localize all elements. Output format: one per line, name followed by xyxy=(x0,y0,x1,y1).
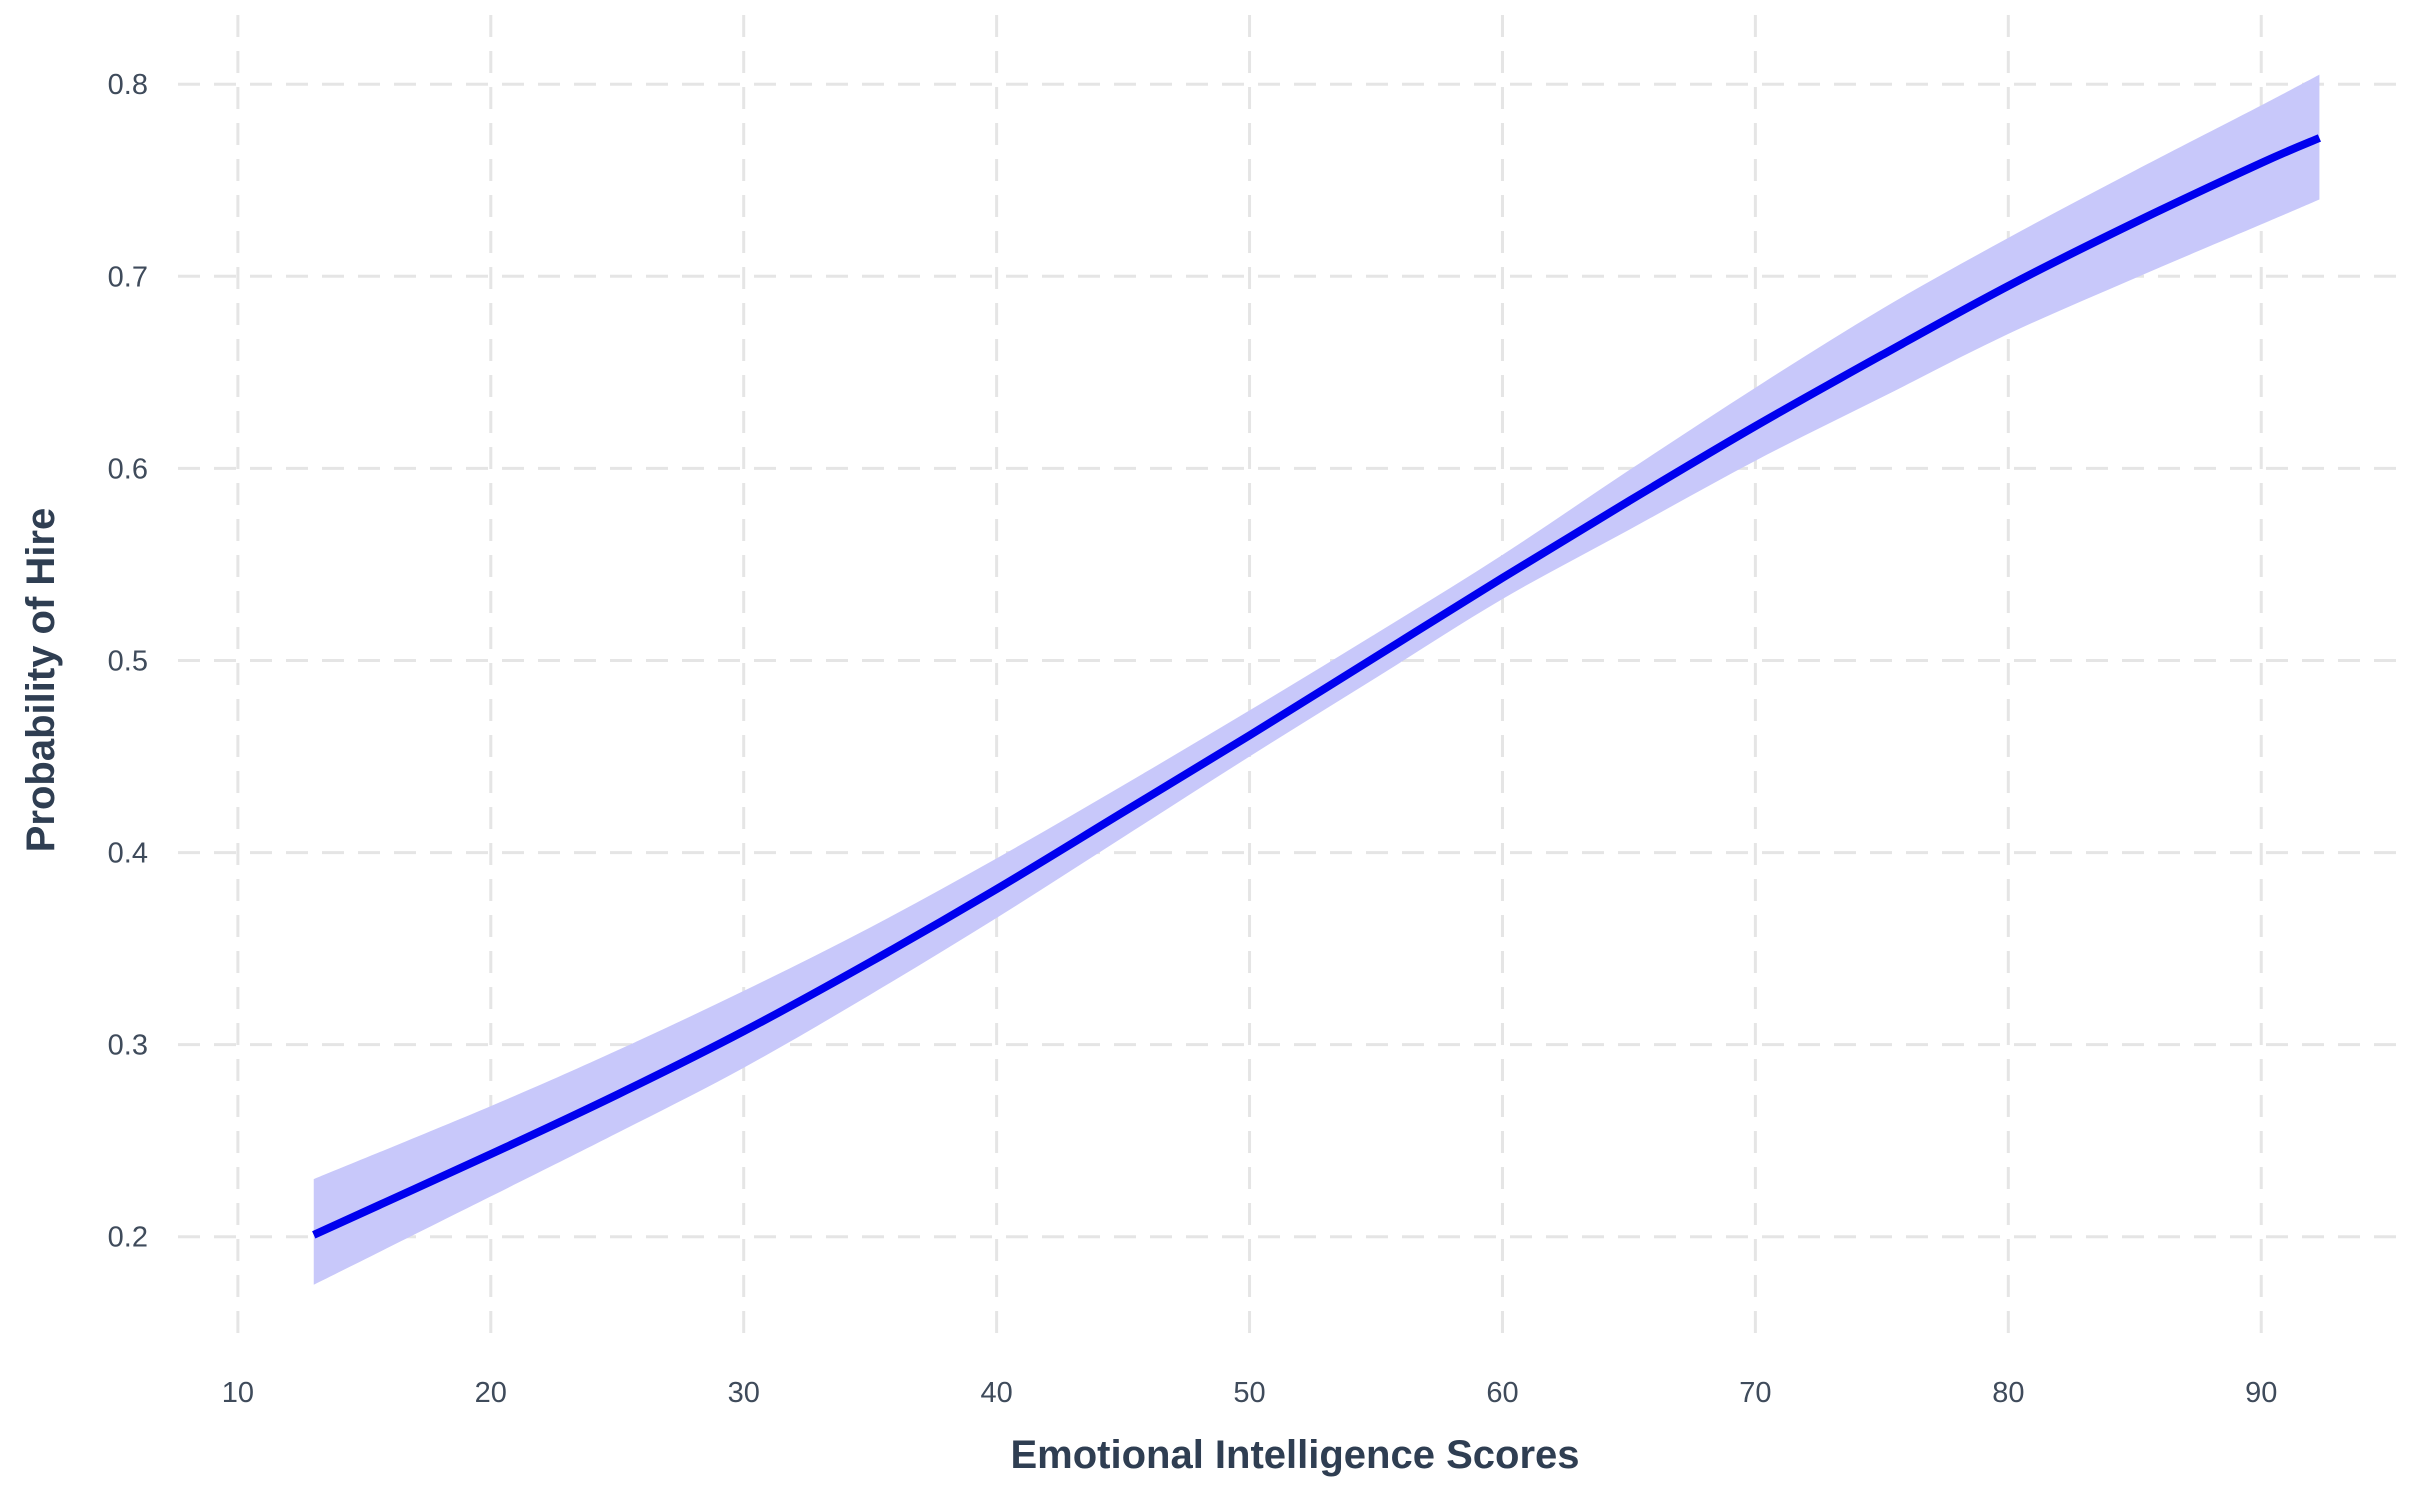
y-tick-label: 0.7 xyxy=(108,261,148,293)
x-tick-label: 10 xyxy=(222,1377,254,1409)
y-tick-label: 0.3 xyxy=(108,1030,148,1062)
x-tick-label: 90 xyxy=(2245,1377,2277,1409)
y-tick-label: 0.8 xyxy=(108,69,148,101)
y-tick-label: 0.4 xyxy=(108,838,148,870)
x-tick-label: 20 xyxy=(475,1377,507,1409)
y-tick-label: 0.2 xyxy=(108,1222,148,1254)
x-axis-title: Emotional Intelligence Scores xyxy=(1010,1433,1579,1477)
x-axis-ticks: 10 20 30 40 50 60 70 80 90 xyxy=(222,1377,2278,1409)
x-tick-label: 60 xyxy=(1486,1377,1518,1409)
y-axis-title: Probability of Hire xyxy=(19,508,63,853)
x-tick-label: 40 xyxy=(981,1377,1013,1409)
series-line-layer xyxy=(312,134,2321,1239)
x-tick-label: 50 xyxy=(1233,1377,1265,1409)
x-tick-label: 80 xyxy=(1992,1377,2024,1409)
grid xyxy=(178,15,2410,1335)
confidence-band-layer xyxy=(313,74,2320,1285)
series-line xyxy=(312,134,2321,1239)
y-axis-ticks: 0.2 0.3 0.4 0.5 0.6 0.7 0.8 xyxy=(108,69,148,1254)
x-tick-label: 30 xyxy=(728,1377,760,1409)
confidence-band xyxy=(313,74,2320,1285)
x-tick-label: 70 xyxy=(1739,1377,1771,1409)
y-tick-label: 0.6 xyxy=(108,453,148,485)
y-tick-label: 0.5 xyxy=(108,645,148,677)
